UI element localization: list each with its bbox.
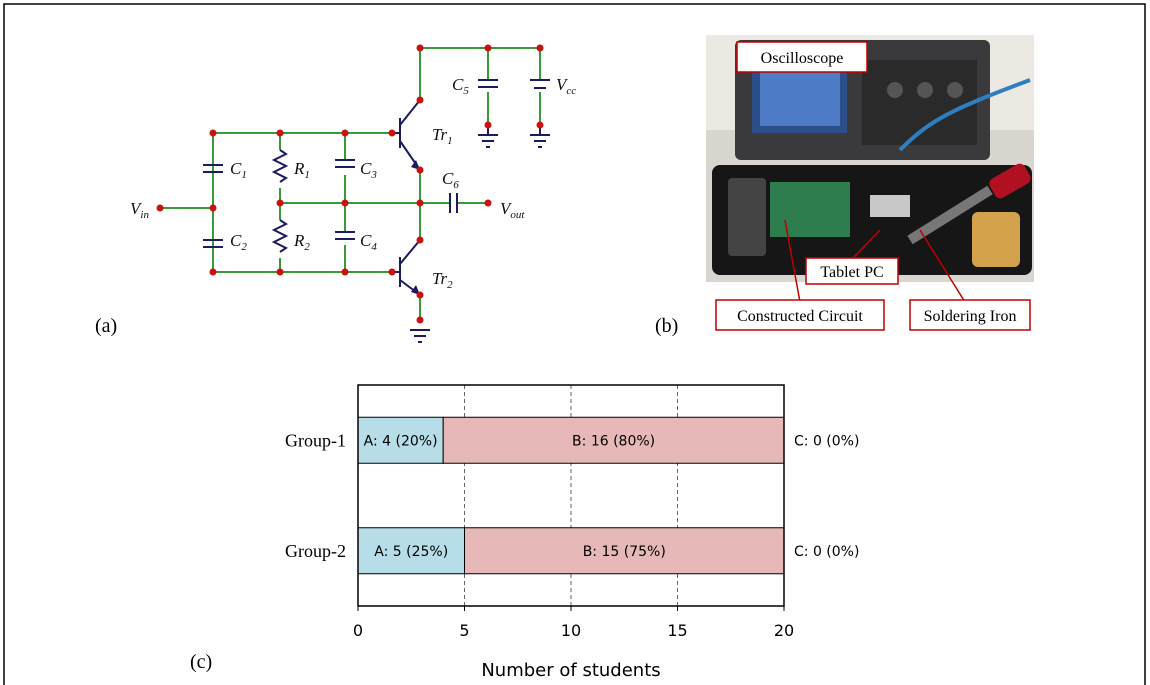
x-axis-label: Number of students: [481, 660, 660, 681]
bar-chart: 0 5 10 15 20 Group-1 A: 4 (20%) B: 16 (80%) C: 0…: [285, 385, 859, 681]
value-label: A: 5 (25%): [374, 544, 448, 560]
circuit-label: Tr1: [432, 125, 453, 147]
value-label: C: 0 (0%): [794, 433, 859, 449]
circuit-label: Vout: [500, 199, 525, 221]
x-tick-label: 15: [667, 621, 687, 640]
y-tick-label: Group-1: [285, 430, 346, 450]
callout-label: Constructed Circuit: [737, 308, 863, 325]
value-label: C: 0 (0%): [794, 544, 859, 560]
callout-label: Soldering Iron: [924, 308, 1017, 325]
value-label: B: 15 (75%): [583, 544, 666, 560]
x-tick-label: 20: [774, 621, 794, 640]
value-label: B: 16 (80%): [572, 433, 655, 449]
callout-label: Tablet PC: [820, 264, 883, 281]
circuit-label: C4: [360, 231, 377, 253]
circuit-label: Vin: [130, 199, 149, 221]
x-tick-label: 10: [561, 621, 581, 640]
x-tick-label: 5: [459, 621, 469, 640]
circuit-label: Tr2: [432, 269, 453, 291]
circuit-label: R2: [293, 231, 310, 253]
circuit-label: C1: [230, 159, 247, 181]
panel-label: (b): [655, 315, 678, 337]
circuit-label: C5: [452, 75, 469, 97]
panel-label: (c): [190, 651, 212, 673]
circuit-label: C6: [442, 169, 459, 191]
circuit: Vin C1 C2 R1 R2 C3 C4 Tr1 Tr2 C5 Vcc C6 …: [130, 45, 576, 343]
circuit-label: Vcc: [556, 75, 576, 97]
circuit-label: C2: [230, 231, 247, 253]
y-tick-label: Group-2: [285, 541, 346, 561]
panel-label: (a): [95, 315, 117, 337]
value-label: A: 4 (20%): [364, 433, 438, 449]
circuit-label: R1: [293, 159, 310, 181]
figure: Vin C1 C2 R1 R2 C3 C4 Tr1 Tr2 C5 Vcc C6 …: [0, 0, 1150, 685]
callout-label: Oscilloscope: [761, 50, 844, 67]
x-tick-label: 0: [353, 621, 363, 640]
circuit-label: C3: [360, 159, 377, 181]
